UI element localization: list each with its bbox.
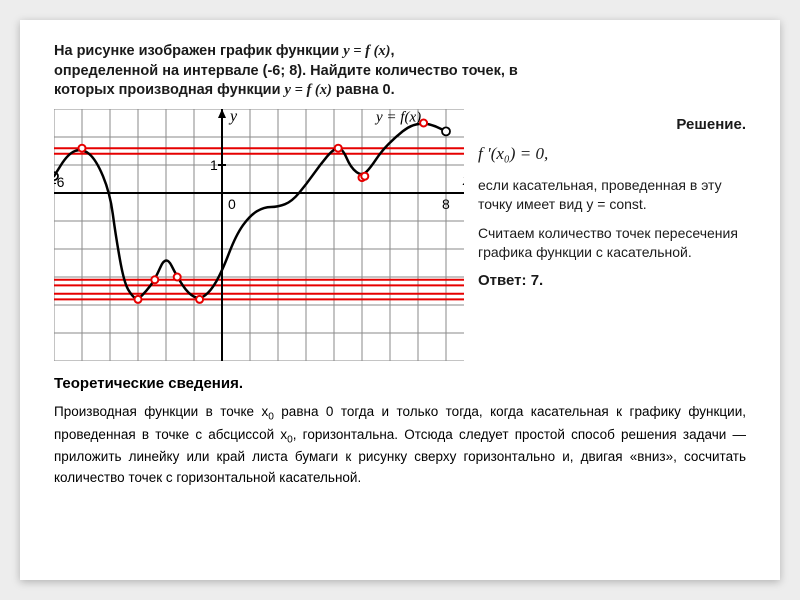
problem-line1c: , — [391, 43, 395, 59]
answer-text: Ответ: 7. — [478, 271, 746, 291]
svg-text:1: 1 — [210, 157, 218, 173]
explanation-2: Считаем количество точек пересечения гра… — [478, 224, 746, 262]
problem-formula1: y = f (x) — [343, 43, 390, 59]
derivative-formula: f ′(x₀) = 0, — [478, 143, 746, 166]
problem-text: На рисунке изображен график функции y = … — [54, 42, 746, 101]
svg-text:y = f(x): y = f(x) — [374, 109, 421, 125]
svg-text:8: 8 — [442, 196, 450, 212]
problem-line3c: равна 0. — [332, 82, 395, 98]
svg-text:y: y — [228, 109, 238, 125]
problem-formula2: y = f (x) — [285, 82, 332, 98]
function-chart: yx-6018y = f(x) — [54, 109, 464, 361]
svg-text:0: 0 — [228, 196, 236, 212]
solution-heading: Решение. — [478, 115, 746, 135]
solution-column: Решение. f ′(x₀) = 0, если касательная, … — [478, 109, 746, 361]
content-row: yx-6018y = f(x) Решение. f ′(x₀) = 0, ес… — [54, 109, 746, 361]
problem-line3a: которых производная функции — [54, 82, 285, 98]
slide-card: На рисунке изображен график функции y = … — [20, 20, 780, 580]
theory-heading: Теоретические сведения. — [54, 375, 746, 392]
problem-line2: определенной на интервале (-6; 8). Найди… — [54, 63, 518, 79]
chart-container: yx-6018y = f(x) — [54, 109, 464, 361]
svg-text:x: x — [462, 172, 464, 189]
theory-body: Производная функции в точке x0 равна 0 т… — [54, 402, 746, 488]
problem-line1a: На рисунке изображен график функции — [54, 43, 343, 59]
explanation-1: если касательная, проведенная в эту точк… — [478, 176, 746, 214]
